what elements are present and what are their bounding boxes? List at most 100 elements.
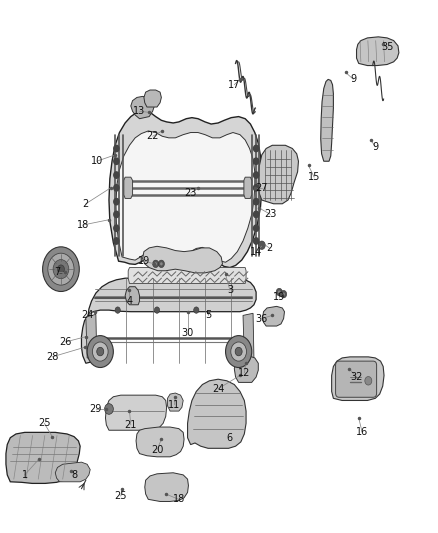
Circle shape — [114, 211, 119, 217]
Circle shape — [152, 260, 159, 268]
Circle shape — [254, 211, 259, 217]
Circle shape — [114, 146, 119, 152]
Circle shape — [276, 288, 283, 296]
Text: 9: 9 — [350, 75, 357, 84]
Polygon shape — [131, 96, 154, 119]
Text: 12: 12 — [238, 368, 251, 378]
Text: 8: 8 — [72, 470, 78, 480]
Text: 1: 1 — [21, 470, 28, 480]
Text: 36: 36 — [256, 313, 268, 324]
Circle shape — [114, 184, 119, 191]
Circle shape — [235, 348, 242, 356]
Polygon shape — [357, 37, 399, 66]
Circle shape — [114, 238, 119, 244]
Polygon shape — [81, 278, 256, 364]
Circle shape — [281, 290, 287, 298]
Polygon shape — [125, 287, 140, 305]
Circle shape — [154, 262, 157, 265]
Text: 14: 14 — [250, 247, 262, 256]
Text: 20: 20 — [151, 445, 163, 455]
Text: 10: 10 — [91, 156, 103, 166]
Polygon shape — [145, 473, 188, 502]
Circle shape — [97, 348, 104, 356]
Text: 23: 23 — [184, 188, 197, 198]
Text: 3: 3 — [227, 286, 233, 295]
Circle shape — [254, 238, 259, 244]
Polygon shape — [55, 462, 90, 482]
Polygon shape — [244, 177, 252, 198]
Text: 25: 25 — [38, 418, 51, 429]
Circle shape — [114, 198, 119, 205]
Text: 26: 26 — [59, 337, 71, 347]
Text: 21: 21 — [125, 420, 137, 430]
Circle shape — [114, 158, 119, 165]
Polygon shape — [321, 79, 333, 161]
Text: 18: 18 — [77, 220, 89, 230]
Text: 16: 16 — [356, 427, 368, 438]
Polygon shape — [243, 313, 254, 358]
Circle shape — [160, 262, 162, 265]
Text: 15: 15 — [308, 172, 320, 182]
Text: 7: 7 — [54, 267, 60, 277]
Circle shape — [254, 225, 259, 231]
Circle shape — [365, 376, 372, 385]
Text: 2: 2 — [266, 243, 272, 253]
Circle shape — [254, 184, 259, 191]
Text: 6: 6 — [227, 433, 233, 443]
Circle shape — [226, 336, 252, 368]
Text: 5: 5 — [205, 310, 211, 320]
Circle shape — [158, 260, 164, 268]
Polygon shape — [6, 432, 80, 483]
Text: 18: 18 — [173, 494, 185, 504]
Circle shape — [115, 307, 120, 313]
Circle shape — [283, 293, 285, 296]
Polygon shape — [144, 90, 161, 107]
Polygon shape — [106, 395, 166, 430]
Circle shape — [42, 247, 79, 292]
Text: 19: 19 — [273, 292, 286, 302]
Text: 28: 28 — [46, 352, 58, 362]
Text: 17: 17 — [228, 80, 240, 90]
Circle shape — [194, 307, 199, 313]
Circle shape — [254, 198, 259, 205]
Circle shape — [254, 146, 259, 152]
Polygon shape — [187, 379, 246, 448]
Polygon shape — [234, 356, 258, 382]
Text: 2: 2 — [83, 199, 89, 209]
Text: 4: 4 — [127, 296, 133, 306]
Text: 32: 32 — [350, 372, 363, 382]
Polygon shape — [124, 177, 133, 198]
Polygon shape — [332, 357, 384, 400]
FancyBboxPatch shape — [336, 361, 377, 397]
Circle shape — [258, 241, 265, 249]
Circle shape — [114, 172, 119, 178]
Polygon shape — [143, 246, 223, 273]
Polygon shape — [167, 393, 183, 411]
Polygon shape — [258, 146, 298, 204]
Polygon shape — [86, 314, 97, 358]
Polygon shape — [128, 268, 246, 284]
Text: 23: 23 — [264, 209, 277, 220]
Text: 29: 29 — [90, 404, 102, 414]
Text: 24: 24 — [81, 310, 93, 320]
Circle shape — [114, 225, 119, 231]
Text: 11: 11 — [168, 400, 180, 410]
Circle shape — [254, 172, 259, 178]
Text: 25: 25 — [114, 491, 127, 501]
Text: 27: 27 — [255, 183, 268, 193]
Polygon shape — [116, 131, 255, 262]
Text: 13: 13 — [134, 106, 146, 116]
Text: 22: 22 — [146, 131, 159, 141]
Circle shape — [87, 336, 113, 368]
Polygon shape — [109, 111, 262, 268]
Text: 30: 30 — [181, 328, 194, 338]
Polygon shape — [136, 427, 184, 457]
Polygon shape — [263, 306, 285, 326]
Text: 35: 35 — [381, 43, 393, 52]
Circle shape — [53, 260, 69, 279]
Circle shape — [48, 253, 74, 285]
Circle shape — [231, 342, 247, 361]
Circle shape — [254, 158, 259, 165]
Text: 9: 9 — [372, 142, 378, 152]
Circle shape — [57, 265, 64, 273]
